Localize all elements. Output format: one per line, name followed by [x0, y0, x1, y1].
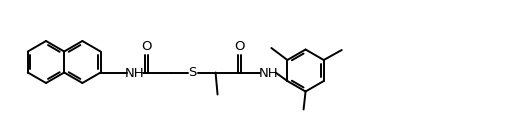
Text: O: O: [141, 40, 152, 53]
Text: O: O: [235, 40, 245, 53]
Text: NH: NH: [125, 67, 144, 80]
Text: S: S: [188, 66, 197, 79]
Text: NH: NH: [259, 67, 278, 80]
